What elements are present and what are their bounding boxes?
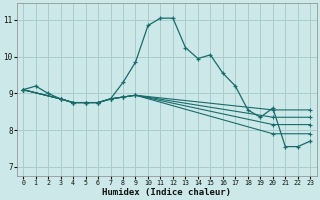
X-axis label: Humidex (Indice chaleur): Humidex (Indice chaleur) xyxy=(102,188,231,197)
